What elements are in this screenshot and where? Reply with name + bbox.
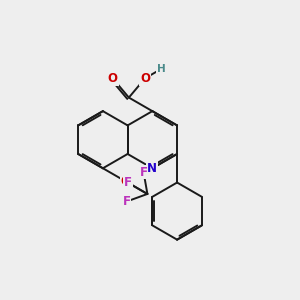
Text: O: O — [108, 72, 118, 85]
Text: H: H — [157, 64, 166, 74]
Text: F: F — [140, 166, 148, 178]
Text: O: O — [140, 72, 150, 85]
Text: F: F — [124, 176, 132, 189]
Text: F: F — [122, 195, 130, 208]
Text: N: N — [147, 162, 158, 175]
Text: O: O — [121, 175, 130, 188]
